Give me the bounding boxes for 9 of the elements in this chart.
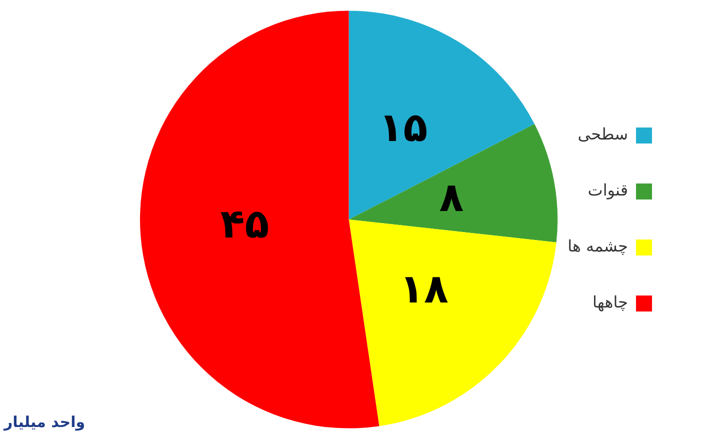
- data-label: ۴۵: [220, 202, 270, 248]
- data-label: ۱۵: [378, 104, 428, 151]
- legend-label: سطحی: [578, 124, 628, 144]
- legend-label: قنوات: [588, 180, 628, 200]
- data-label: ۸: [439, 174, 464, 221]
- legend-label: چشمه ها: [568, 236, 628, 256]
- data-label: ۱۸: [400, 266, 448, 312]
- legend-label: چاهها: [592, 292, 628, 312]
- text: واحد میلیار: [4, 413, 86, 431]
